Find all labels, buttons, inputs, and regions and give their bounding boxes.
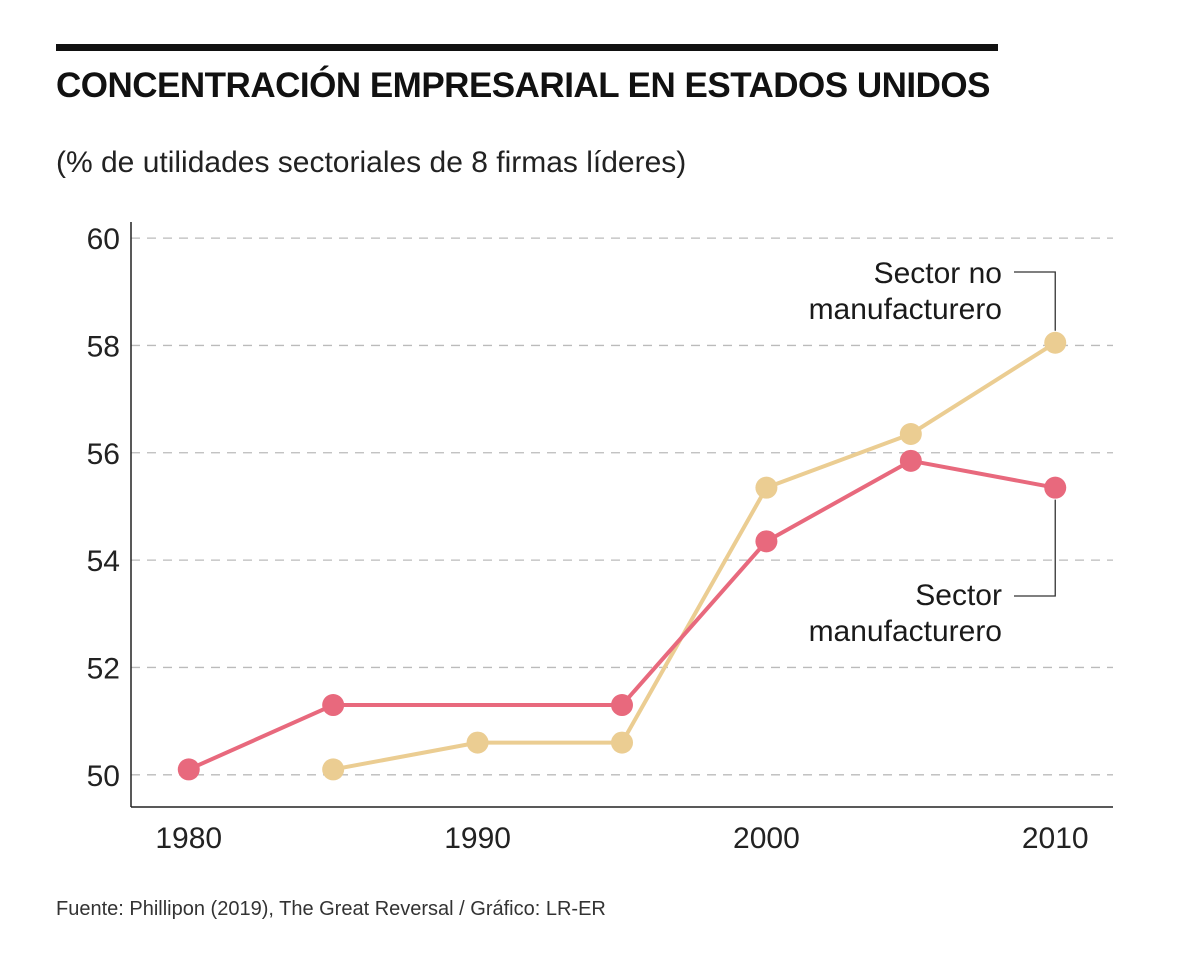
chart-subtitle: (% de utilidades sectoriales de 8 firmas… — [56, 146, 687, 179]
point-non-manufacturing-2000 — [755, 476, 778, 499]
series-line-non-manufacturing — [331, 340, 1058, 772]
y-tick-label-50: 50 — [87, 760, 120, 793]
point-manufacturing-2005 — [899, 449, 922, 472]
point-manufacturing-1980 — [177, 758, 200, 781]
x-tick-label-2010: 2010 — [1022, 822, 1089, 855]
series-label-manufacturing-line2: manufacturero — [809, 615, 1002, 648]
series-label-manufacturing-line1: Sector — [915, 579, 1002, 612]
y-tick-label-52: 52 — [87, 652, 120, 685]
top-rule — [56, 44, 998, 51]
point-manufacturing-1995 — [611, 694, 633, 717]
point-non-manufacturing-1995 — [611, 731, 633, 754]
series-line-manufacturing — [186, 458, 1058, 772]
x-tick-label-2000: 2000 — [733, 822, 800, 855]
point-non-manufacturing-2010 — [1044, 331, 1067, 354]
point-manufacturing-2010 — [1044, 476, 1067, 499]
y-tick-label-58: 58 — [87, 330, 120, 363]
point-non-manufacturing-1990 — [466, 731, 489, 754]
x-tick-label-1980: 1980 — [155, 822, 222, 855]
y-tick-label-60: 60 — [87, 223, 120, 256]
series-label-non-manufacturing-line1: Sector no — [874, 257, 1002, 290]
source-note: Fuente: Phillipon (2019), The Great Reve… — [56, 898, 606, 920]
x-tick-label-1990: 1990 — [444, 822, 511, 855]
series-label-leader-manufacturing — [1014, 499, 1056, 597]
point-manufacturing-2000 — [755, 530, 778, 553]
point-manufacturing-1985 — [322, 694, 345, 717]
series-label-non-manufacturing-line2: manufacturero — [809, 293, 1002, 326]
point-non-manufacturing-2005 — [899, 422, 922, 445]
y-tick-label-56: 56 — [87, 438, 120, 471]
series-label-leader-non-manufacturing — [1014, 271, 1056, 331]
y-tick-label-54: 54 — [87, 545, 120, 578]
point-non-manufacturing-1985 — [322, 758, 345, 781]
chart-title: CONCENTRACIÓN EMPRESARIAL EN ESTADOS UNI… — [56, 66, 990, 105]
